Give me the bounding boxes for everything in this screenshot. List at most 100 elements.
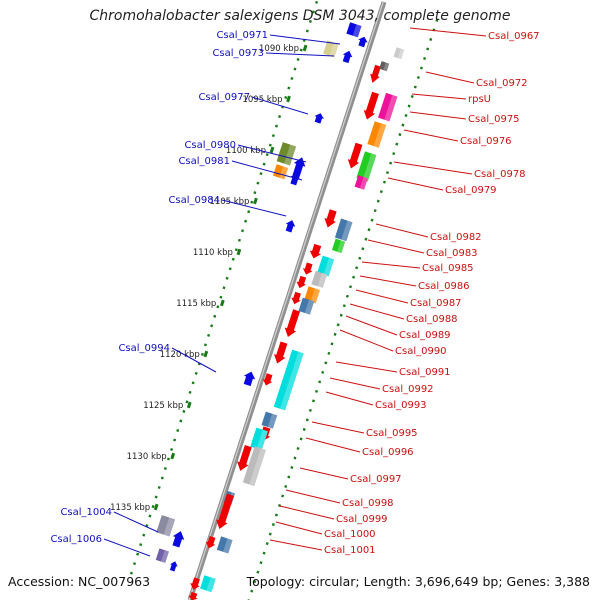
gene-arrow xyxy=(292,157,306,178)
gene-shape xyxy=(273,349,304,411)
gene-shading xyxy=(163,517,176,537)
right-gene-label: Csal_0983 xyxy=(426,248,478,259)
scale-label: 1135 kbp xyxy=(110,503,150,513)
gene-box xyxy=(354,175,368,190)
right-gene-label: Csal_0978 xyxy=(474,169,526,180)
gene-shading xyxy=(317,272,328,288)
right-label-leader xyxy=(299,467,349,480)
gene-box xyxy=(272,164,289,180)
left-label-leader xyxy=(171,347,217,373)
right-label-leader xyxy=(279,505,335,520)
right-label-leader xyxy=(285,489,341,504)
gene-shape xyxy=(331,238,346,254)
right-label-leader xyxy=(349,303,405,320)
gene-shape xyxy=(334,218,353,242)
gene-shape xyxy=(379,61,390,72)
gene-shading xyxy=(267,413,278,429)
right-gene-label: Csal_0985 xyxy=(422,263,474,274)
gene-shading xyxy=(341,220,353,242)
gene-arrow xyxy=(216,493,234,529)
gene-shape xyxy=(393,47,405,60)
gene-box xyxy=(379,61,390,72)
gene-shape xyxy=(188,591,198,600)
right-gene-label: Csal_0986 xyxy=(418,281,470,292)
left-gene-label: Csal_0980 xyxy=(184,140,236,151)
gene-arrow xyxy=(205,535,216,549)
gene-shape xyxy=(172,531,185,548)
right-gene-label: Csal_0982 xyxy=(430,232,482,243)
left-label-leader xyxy=(237,144,307,163)
gene-arrow xyxy=(342,50,353,64)
gene-arrow xyxy=(243,371,256,387)
scale-label: 1110 kbp xyxy=(193,248,233,258)
label-leaders xyxy=(103,27,487,557)
left-gene-label: Csal_1004 xyxy=(60,507,112,518)
gene-arrow xyxy=(291,291,301,305)
right-label-leader xyxy=(359,275,417,287)
gene-shading xyxy=(323,257,335,277)
gene-shape xyxy=(190,577,200,590)
scale-tick xyxy=(219,299,225,307)
right-gene-label: Csal_0991 xyxy=(399,367,451,378)
gene-shading xyxy=(373,123,387,148)
right-gene-label: Csal_0995 xyxy=(366,428,418,439)
gene-box xyxy=(298,297,315,315)
right-label-leader xyxy=(411,93,467,100)
left-gene-label: Csal_0973 xyxy=(212,48,264,59)
gene-shading xyxy=(359,176,368,190)
topology-label: Topology: circular; Length: 3,696,649 bp… xyxy=(246,574,590,589)
left-gene-label: Csal_0977 xyxy=(198,92,250,103)
gene-box xyxy=(331,238,346,254)
gene-shape xyxy=(342,50,353,64)
gene-arrow xyxy=(237,444,252,471)
scale-tick xyxy=(269,146,275,154)
gene-arrow xyxy=(172,531,185,548)
right-gene-label: Csal_0990 xyxy=(395,346,447,357)
gene-shape xyxy=(291,291,301,305)
left-gene-label: Csal_0981 xyxy=(178,156,230,167)
right-label-leader xyxy=(329,377,381,390)
gene-box xyxy=(317,255,335,277)
right-label-leader xyxy=(311,421,365,434)
right-label-leader xyxy=(325,391,374,406)
gene-arrow xyxy=(363,91,379,120)
accession-label: Accession: NC_007963 xyxy=(8,574,151,589)
gene-shading xyxy=(256,429,268,451)
left-label-leader xyxy=(251,96,309,115)
left-label-leader xyxy=(269,34,341,45)
gene-shape xyxy=(242,446,267,487)
outer-dotted-guide xyxy=(247,18,439,600)
gene-shading xyxy=(280,351,304,411)
gene-shape xyxy=(156,515,176,537)
gene-shape xyxy=(237,444,252,471)
gene-shading xyxy=(249,448,267,487)
scale-tick xyxy=(253,197,258,205)
right-gene-label: Csal_0993 xyxy=(375,400,427,411)
gene-arrow xyxy=(370,64,381,83)
gene-shape xyxy=(302,262,313,275)
left-label-leader xyxy=(113,511,159,533)
gene-shading xyxy=(383,62,390,72)
right-gene-label: Csal_0989 xyxy=(399,330,451,341)
gene-shape xyxy=(216,536,233,554)
right-label-leader xyxy=(335,361,398,373)
gene-shading xyxy=(310,288,321,304)
gene-shape xyxy=(250,427,268,451)
gene-box xyxy=(311,270,328,288)
gene-arrow xyxy=(296,275,307,289)
scale-label: 1130 kbp xyxy=(127,452,167,462)
gene-shading xyxy=(206,577,216,593)
right-gene-label: rpsU xyxy=(468,94,491,105)
gene-box xyxy=(304,286,321,304)
gene-shape xyxy=(261,411,278,429)
gene-box xyxy=(200,575,216,593)
scale-tick xyxy=(170,452,176,460)
gene-box xyxy=(323,40,339,58)
gene-arrow xyxy=(284,309,300,338)
gene-shape xyxy=(284,309,300,338)
gene-arrow xyxy=(262,373,273,386)
gene-box xyxy=(155,548,169,563)
left-label-leader xyxy=(231,160,303,181)
